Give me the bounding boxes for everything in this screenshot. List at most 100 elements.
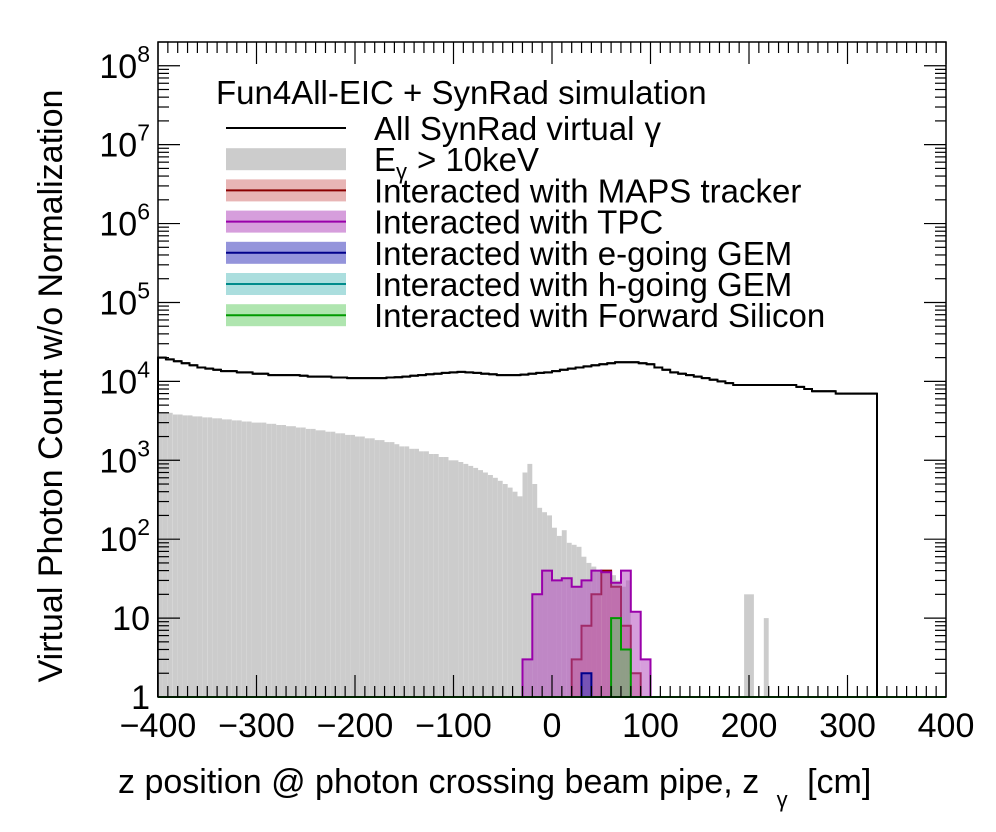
bar-e-10kev-36 <box>335 433 341 697</box>
bar-e-10kev-41 <box>359 436 365 697</box>
y-tick-label: 102 <box>99 514 150 559</box>
bar-e-10kev-63 <box>468 465 474 697</box>
series-e-10kev <box>158 412 769 697</box>
bar-e-10kev-32 <box>315 430 321 697</box>
bar-e-10kev-72 <box>512 491 518 697</box>
y-tick-label: 104 <box>99 356 150 401</box>
bar-e-10kev-119 <box>744 594 749 697</box>
bar-e-10kev-4 <box>177 414 183 697</box>
bar-e-10kev-1 <box>162 412 168 697</box>
bar-e-10kev-24 <box>276 425 282 697</box>
bar-interacted-with-tpc-7 <box>591 570 602 697</box>
bar-e-10kev-44 <box>374 440 380 697</box>
bar-e-10kev-33 <box>320 430 326 697</box>
bar-interacted-with-tpc-10 <box>621 570 631 697</box>
bar-e-10kev-67 <box>488 475 493 697</box>
bar-e-10kev-3 <box>172 414 178 697</box>
bar-e-10kev-29 <box>300 427 306 697</box>
bar-e-10kev-66 <box>483 472 488 697</box>
bar-e-10kev-5 <box>182 415 188 697</box>
outline-interacted-with-tpc <box>521 569 652 697</box>
bar-e-10kev-74 <box>522 472 528 697</box>
bar-e-10kev-12 <box>217 418 222 697</box>
y-tick-label: 107 <box>99 120 150 165</box>
legend-label: Interacted with TPC <box>374 204 663 241</box>
bar-e-10kev-39 <box>350 434 355 697</box>
bar-e-10kev-19 <box>251 422 257 697</box>
bar-e-10kev-55 <box>428 454 434 697</box>
bar-e-10kev-68 <box>492 477 498 697</box>
bar-e-10kev-23 <box>271 423 277 697</box>
bar-interacted-with-tpc-1 <box>532 594 543 697</box>
bar-e-10kev-37 <box>340 433 346 697</box>
bar-interacted-with-tpc-2 <box>542 570 552 697</box>
legend-label: Interacted with Forward Silicon <box>374 297 825 334</box>
chart-title: Fun4All-EIC + SynRad simulation <box>216 74 707 111</box>
bar-e-10kev-59 <box>448 460 454 697</box>
x-axis-title-unit: [cm] <box>807 763 871 801</box>
bar-e-10kev-31 <box>310 428 316 697</box>
bar-e-10kev-35 <box>330 431 336 697</box>
legend-label: Interacted with MAPS tracker <box>374 172 801 209</box>
bar-e-10kev-61 <box>458 462 464 697</box>
bar-e-10kev-45 <box>379 440 385 697</box>
y-tick-label: 106 <box>99 199 150 244</box>
bar-e-10kev-46 <box>384 442 390 697</box>
bar-e-10kev-69 <box>497 480 503 697</box>
bar-e-10kev-58 <box>443 457 449 697</box>
y-axis-title: Virtual Photon Count w/o Normalization <box>32 90 70 683</box>
bar-e-10kev-27 <box>291 426 296 697</box>
bar-e-10kev-21 <box>261 422 267 697</box>
legend-item-interacted-with-tpc: Interacted with TPC <box>226 204 663 241</box>
bar-e-10kev-10 <box>207 417 213 697</box>
bar-e-10kev-76 <box>532 484 538 697</box>
bar-e-10kev-18 <box>246 421 252 697</box>
bar-e-10kev-6 <box>187 415 193 697</box>
bar-e-10kev-123 <box>763 618 769 697</box>
bar-e-10kev-49 <box>399 446 405 697</box>
bar-e-10kev-120 <box>749 594 754 697</box>
bar-e-10kev-26 <box>286 426 291 697</box>
x-tick-label: −300 <box>218 707 295 745</box>
legend-label: Eγ > 10keV <box>374 141 539 184</box>
series-all-synrad-virtual <box>157 356 878 697</box>
bar-interacted-with-tpc-12 <box>640 659 651 697</box>
x-tick-label: 200 <box>721 707 778 745</box>
legend-item-e-10kev: Eγ > 10keV <box>226 141 539 184</box>
bar-e-10kev-11 <box>212 418 218 697</box>
y-tick-label: 10 <box>112 600 150 638</box>
x-tick-label: 100 <box>622 707 679 745</box>
bar-e-10kev-34 <box>325 431 331 697</box>
plot-area <box>157 356 946 698</box>
bar-e-10kev-14 <box>226 419 232 697</box>
y-tick-label: 105 <box>99 277 150 322</box>
bar-e-10kev-42 <box>364 438 370 697</box>
legend-item-interacted-with-forward-silicon: Interacted with Forward Silicon <box>226 297 825 334</box>
bar-e-10kev-0 <box>158 412 163 697</box>
bar-e-10kev-40 <box>355 436 360 697</box>
legend-label: Interacted with h-going GEM <box>374 266 792 303</box>
bar-e-10kev-60 <box>453 460 459 697</box>
bar-e-10kev-50 <box>404 446 410 697</box>
legend-item-interacted-with-e-going-gem: Interacted with e-going GEM <box>226 235 792 272</box>
bar-e-10kev-48 <box>394 444 400 697</box>
bar-e-10kev-70 <box>502 484 508 697</box>
series-interacted-with-forward-silicon <box>610 617 632 697</box>
y-tick-label: 103 <box>99 435 150 480</box>
bar-interacted-with-tpc-5 <box>571 586 582 697</box>
legend-item-all-synrad-virtual: All SynRad virtual γ <box>226 110 661 147</box>
bar-interacted-with-tpc-0 <box>522 659 533 697</box>
x-tick-label: −200 <box>317 707 394 745</box>
bar-e-10kev-43 <box>369 438 375 697</box>
bar-e-10kev-64 <box>473 467 479 697</box>
bar-interacted-with-tpc-11 <box>630 611 641 697</box>
legend-label: All SynRad virtual γ <box>374 110 661 147</box>
bar-e-10kev-7 <box>192 416 198 697</box>
bar-interacted-with-tpc-4 <box>561 578 572 697</box>
bar-e-10kev-38 <box>345 434 350 697</box>
legend-item-interacted-with-h-going-gem: Interacted with h-going GEM <box>226 266 792 303</box>
bar-interacted-with-tpc-3 <box>552 580 562 697</box>
legend-item-interacted-with-maps-tracker: Interacted with MAPS tracker <box>226 172 801 209</box>
outline-interacted-with-forward-silicon <box>610 617 632 697</box>
x-axis-title-sub: γ <box>777 787 788 812</box>
